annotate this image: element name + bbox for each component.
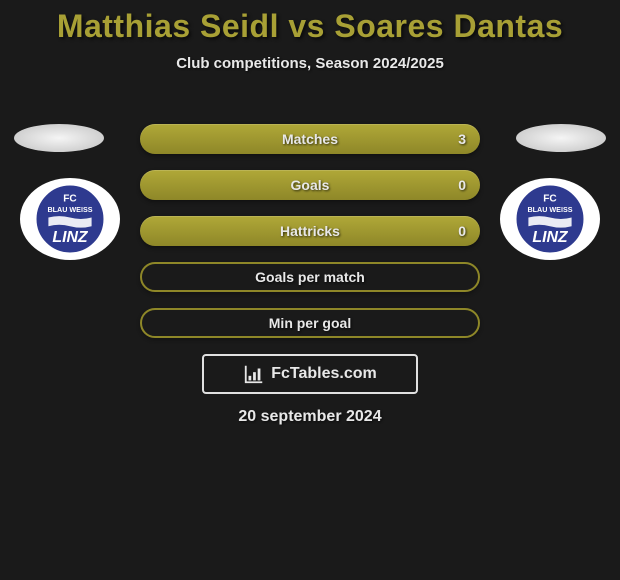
stat-label: Goals <box>291 177 330 193</box>
subtitle: Club competitions, Season 2024/2025 <box>0 55 620 72</box>
stat-value-right: 3 <box>458 131 466 147</box>
player-placeholder-right <box>516 124 606 152</box>
date-text: 20 september 2024 <box>0 408 620 426</box>
branding-text: FcTables.com <box>271 365 377 383</box>
svg-text:BLAU WEISS: BLAU WEISS <box>47 205 92 214</box>
stat-row-goals: Goals 0 <box>140 170 480 200</box>
branding-box: FcTables.com <box>202 354 418 394</box>
stat-row-goals-per-match: Goals per match <box>140 262 480 292</box>
svg-text:LINZ: LINZ <box>52 229 88 246</box>
club-crest-icon: FC BLAU WEISS LINZ <box>514 183 586 255</box>
stats-container: Matches 3 Goals 0 Hattricks 0 Goals per … <box>140 124 480 354</box>
stat-label: Hattricks <box>280 223 340 239</box>
club-crest-icon: FC BLAU WEISS LINZ <box>34 183 106 255</box>
stat-label: Matches <box>282 131 338 147</box>
club-badge-right: FC BLAU WEISS LINZ <box>500 178 600 260</box>
stat-label: Goals per match <box>255 269 365 285</box>
stat-label: Min per goal <box>269 315 351 331</box>
stat-row-hattricks: Hattricks 0 <box>140 216 480 246</box>
chart-icon <box>243 363 265 385</box>
svg-text:BLAU WEISS: BLAU WEISS <box>527 205 572 214</box>
stat-row-matches: Matches 3 <box>140 124 480 154</box>
svg-text:FC: FC <box>63 194 76 205</box>
svg-text:FC: FC <box>543 194 556 205</box>
stat-value-right: 0 <box>458 177 466 193</box>
stat-value-right: 0 <box>458 223 466 239</box>
stat-row-min-per-goal: Min per goal <box>140 308 480 338</box>
svg-text:LINZ: LINZ <box>532 229 568 246</box>
club-badge-left: FC BLAU WEISS LINZ <box>20 178 120 260</box>
player-placeholder-left <box>14 124 104 152</box>
page-title: Matthias Seidl vs Soares Dantas <box>0 0 620 45</box>
